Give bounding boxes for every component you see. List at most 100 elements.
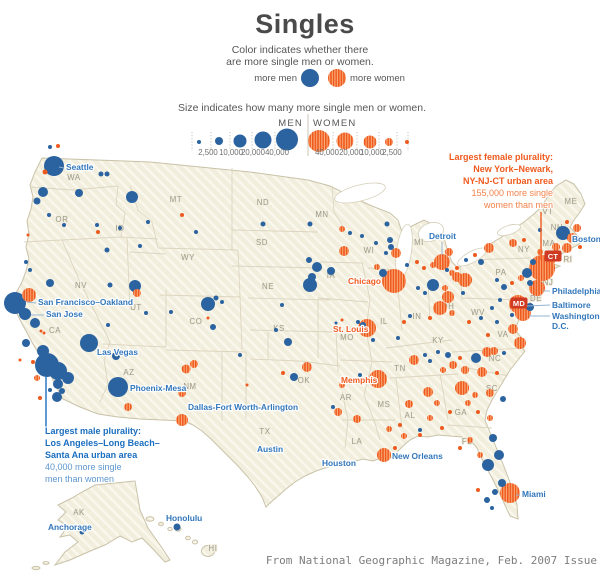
more-women-dot: [467, 437, 473, 443]
more-men-dot: [371, 338, 375, 342]
svg-text:10,000: 10,000: [360, 148, 385, 157]
more-women-dot: [26, 233, 30, 237]
state-label-mo: MO: [340, 333, 354, 342]
more-men-dot: [280, 303, 284, 307]
leader-lines-layer: [26, 166, 551, 496]
more-men-dot: [59, 388, 65, 394]
more-men-dot: [464, 258, 468, 262]
more-women-dot: [18, 358, 22, 362]
color-legend-line1: Color indicates whether there: [232, 44, 369, 56]
size-scale-values: 2,500 10,000 20,000 40,000 40,000 20,000…: [198, 148, 402, 157]
callout-text: women than men: [483, 200, 553, 210]
city-label-washington: Washington,: [552, 311, 600, 321]
more-men-dot: [129, 280, 141, 292]
women-size-scale: [308, 130, 409, 152]
more-men-dot: [502, 351, 506, 355]
more-women-dot: [486, 389, 494, 397]
callout-text: Largest male plurality:: [45, 426, 141, 436]
more-men-dot: [478, 259, 484, 265]
more-men-dot: [482, 459, 494, 471]
more-men-dot: [260, 221, 266, 227]
more-men-dot: [374, 241, 378, 245]
state-label-al: AL: [405, 411, 416, 420]
state-label-ak: AK: [73, 508, 85, 517]
city-label-miami: Miami: [522, 489, 546, 499]
callout-text: Largest female plurality:: [449, 152, 553, 162]
state-label-ma: MA: [543, 239, 556, 248]
more-women-dot: [486, 333, 490, 337]
state-label-nd: ND: [257, 198, 269, 207]
more-men-dot: [24, 260, 28, 264]
more-women-dot: [374, 264, 380, 270]
more-men-dot: [423, 353, 427, 357]
more-men-dot: [106, 323, 110, 327]
more-men-dot: [492, 489, 498, 495]
more-men-dot: [53, 379, 63, 389]
men-column-header: MEN: [278, 118, 303, 129]
city-label-d-c: D.C.: [552, 321, 569, 331]
callout-text: Santa Ana urban area: [45, 450, 138, 460]
more-women-dot: [31, 360, 35, 364]
more-women-dot: [449, 310, 455, 316]
more-men-swatch: [301, 69, 319, 87]
svg-text:40,000: 40,000: [265, 148, 290, 157]
state-label-tx: TX: [259, 427, 270, 436]
svg-text:MD: MD: [513, 299, 526, 308]
more-men-dot: [210, 324, 216, 330]
more-men-dot: [274, 328, 278, 332]
state-label-mn: MN: [315, 210, 328, 219]
more-women-dot: [56, 144, 60, 148]
more-women-dot: [133, 289, 141, 297]
state-label-me: ME: [565, 197, 578, 206]
more-women-dot: [382, 269, 406, 293]
more-men-dot: [33, 197, 41, 205]
female-plurality-callout: Largest female plurality: New York–Newark…: [448, 151, 555, 211]
more-men-dot: [201, 297, 215, 311]
more-women-dot: [552, 243, 560, 251]
more-men-dot: [388, 244, 394, 250]
more-men-dot: [405, 263, 409, 267]
state-label-wv: WV: [471, 308, 485, 317]
more-men-dot: [104, 247, 110, 253]
more-women-dot: [495, 371, 499, 375]
city-dots-layer: [4, 144, 587, 535]
svg-text:10,000: 10,000: [219, 148, 244, 157]
more-women-dot: [562, 243, 572, 253]
more-men-dot: [416, 286, 420, 290]
more-men-dot: [461, 291, 465, 295]
more-men-dot: [530, 259, 536, 265]
more-men-dot: [62, 223, 66, 227]
city-label-st-louis: St. Louis: [333, 324, 369, 334]
more-women-dot: [281, 371, 285, 375]
more-women-dot: [573, 224, 581, 232]
more-women-dot: [433, 301, 447, 315]
more-women-dot: [448, 410, 452, 414]
more-men-dot: [238, 353, 242, 357]
more-women-dot: [508, 324, 518, 334]
more-women-dot: [39, 329, 43, 333]
state-label-or: OR: [56, 215, 69, 224]
more-men-dot: [396, 336, 400, 340]
more-men-dot: [360, 234, 364, 238]
more-women-dot: [449, 361, 457, 369]
more-women-dot: [386, 426, 392, 432]
svg-text:2,500: 2,500: [198, 148, 218, 157]
state-badge-ct: CT: [544, 250, 562, 262]
more-men-dot: [62, 372, 74, 384]
more-men-dot: [387, 237, 393, 243]
more-women-dot: [442, 285, 448, 291]
more-women-dot: [353, 415, 361, 423]
more-men-dot: [498, 298, 502, 302]
callout-text: men than women: [45, 474, 114, 484]
more-women-dot: [369, 370, 387, 388]
callout-text: 40,000 more single: [45, 462, 122, 472]
more-women-dot: [467, 320, 471, 324]
more-men-label: more men: [254, 73, 297, 84]
more-women-label: more women: [350, 73, 405, 84]
state-label-nm: NM: [183, 382, 196, 391]
more-men-dot: [194, 230, 198, 234]
state-label-az: AZ: [123, 368, 134, 377]
svg-text:40,000: 40,000: [315, 148, 340, 157]
more-women-dot: [42, 169, 48, 175]
more-men-dot: [358, 373, 362, 377]
